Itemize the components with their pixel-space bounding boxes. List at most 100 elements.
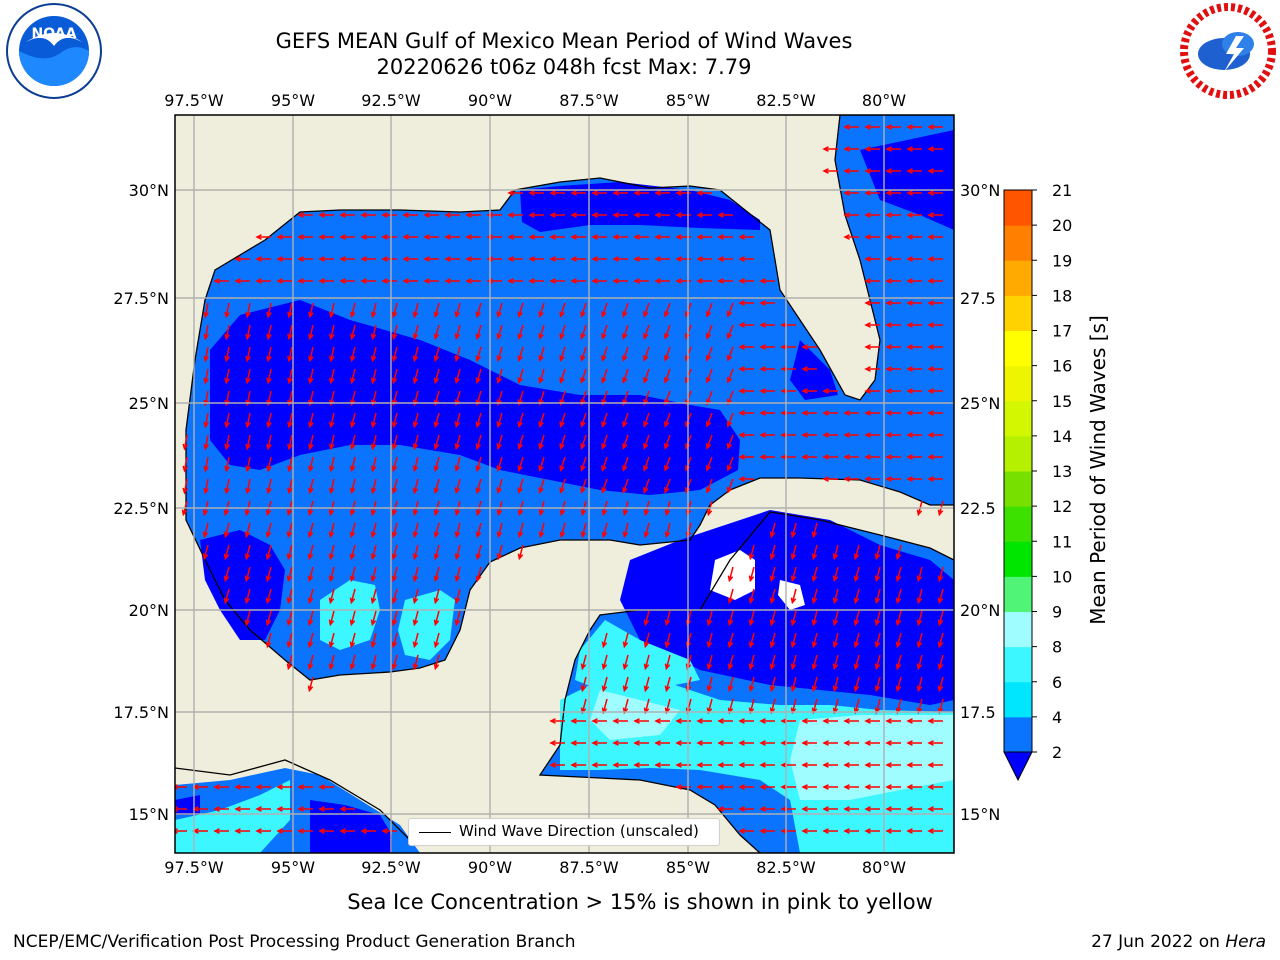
wind-arrow — [726, 324, 734, 340]
wind-arrow — [622, 478, 629, 494]
wind-arrow — [706, 632, 713, 649]
wind-arrow — [895, 610, 902, 627]
wind-arrow — [580, 368, 587, 384]
wind-arrow — [633, 212, 649, 218]
wind-arrow — [622, 390, 629, 406]
lon-tick-label-bottom: 87.5°W — [559, 858, 619, 877]
wind-arrow — [706, 676, 713, 693]
wind-arrow — [318, 212, 334, 218]
wind-arrow — [790, 676, 797, 693]
wind-arrow — [864, 300, 880, 306]
wind-arrow — [538, 522, 545, 539]
wind-arrow — [738, 344, 754, 350]
wind-arrow — [454, 610, 461, 627]
wind-arrow — [738, 740, 754, 746]
wind-arrow — [885, 190, 901, 196]
wind-arrow — [759, 300, 775, 306]
wind-arrow — [633, 190, 649, 196]
wind-arrow — [906, 300, 922, 306]
wind-arrow — [286, 610, 293, 627]
wind-arrow — [696, 234, 712, 240]
wind-arrow — [297, 212, 313, 218]
wind-arrow — [885, 234, 901, 240]
wind-arrow — [643, 302, 650, 318]
wind-arrow — [570, 278, 586, 284]
low-period-region — [790, 340, 838, 400]
map-frame — [174, 114, 955, 854]
wind-arrow — [726, 302, 734, 318]
wind-arrow — [381, 212, 397, 218]
wind-arrow — [370, 346, 377, 363]
wind-arrow — [864, 124, 880, 130]
lat-tick-label-right: 20°N — [960, 601, 1000, 620]
wind-arrow — [328, 654, 335, 671]
wind-arrow — [433, 478, 440, 495]
wind-arrow — [213, 278, 229, 284]
wind-arrow — [287, 478, 293, 495]
wind-arrow — [203, 478, 209, 495]
wind-arrow — [664, 654, 671, 671]
wind-arrow — [790, 632, 797, 649]
wind-arrow — [328, 610, 335, 627]
wind-arrow — [726, 368, 734, 384]
wind-arrow — [370, 566, 377, 583]
wind-arrow — [349, 368, 356, 385]
wind-arrow — [696, 762, 712, 768]
footer-date: 27 Jun 2022 on Hera — [1091, 932, 1266, 952]
wind-arrow — [654, 718, 670, 724]
wind-arrow — [433, 632, 440, 649]
wind-arrow — [391, 544, 398, 561]
wind-arrow — [559, 478, 566, 494]
wind-arrow — [433, 412, 440, 429]
wind-arrow — [895, 654, 902, 671]
wind-arrow — [895, 544, 902, 561]
wind-arrow — [906, 476, 922, 482]
wind-arrow — [454, 346, 461, 363]
wind-arrow — [864, 740, 880, 746]
colorbar-segment — [1004, 681, 1032, 718]
wind-arrow — [224, 346, 230, 363]
wind-arrow — [475, 434, 482, 451]
wind-arrow — [402, 256, 418, 262]
wind-arrow — [864, 344, 880, 350]
wind-arrow — [843, 190, 859, 196]
wind-arrow — [307, 632, 314, 649]
wind-arrow — [811, 632, 818, 649]
wind-arrow — [412, 610, 419, 627]
wind-arrow — [780, 784, 796, 790]
wind-arrow — [601, 478, 608, 494]
lat-tick-label-left: 20°N — [129, 601, 169, 620]
wind-arrow — [738, 784, 754, 790]
wind-arrow — [853, 654, 860, 671]
wind-arrow — [843, 146, 859, 152]
wind-arrow — [738, 256, 754, 262]
wind-arrow — [864, 476, 880, 482]
wind-arrow — [927, 344, 943, 350]
colorbar-title: Mean Period of Wind Waves [s] — [1086, 315, 1110, 625]
wind-arrow — [927, 388, 943, 394]
wind-arrow — [633, 278, 649, 284]
wind-arrow — [475, 412, 482, 429]
wind-arrow — [633, 762, 649, 768]
wind-arrow — [927, 432, 943, 438]
wind-arrow — [370, 588, 377, 605]
wind-arrow — [433, 588, 440, 605]
wind-arrow — [801, 806, 817, 812]
wind-arrow — [591, 718, 607, 724]
wind-arrow — [433, 368, 440, 385]
wind-arrow — [748, 610, 755, 627]
colorbar-label: 19 — [1052, 251, 1072, 270]
wind-arrow — [433, 544, 440, 561]
wind-arrow — [843, 168, 859, 174]
lon-tick-label-bottom: 90°W — [468, 858, 512, 877]
wind-arrow — [297, 784, 313, 790]
wind-arrow — [705, 368, 713, 384]
wind-arrow — [864, 256, 880, 262]
wind-arrow — [612, 740, 628, 746]
wind-arrow — [748, 544, 755, 561]
wind-arrow — [538, 324, 545, 341]
wind-arrow — [822, 476, 838, 482]
wind-arrow — [633, 718, 649, 724]
wind-arrow — [328, 632, 335, 649]
wind-arrow — [738, 476, 754, 482]
